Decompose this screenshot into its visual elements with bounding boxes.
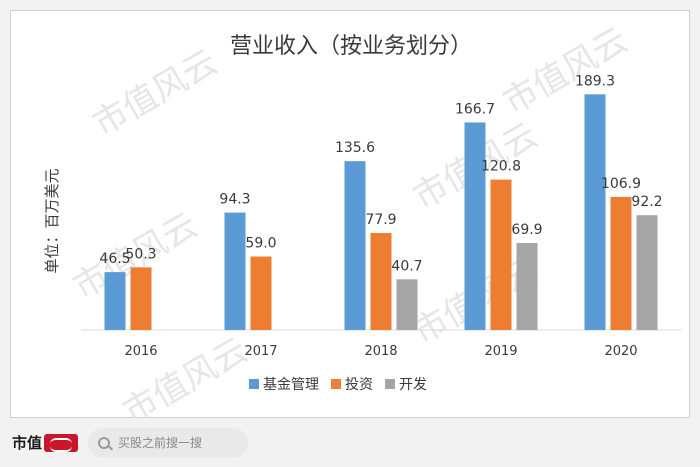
bar-基金管理-2019 [464, 122, 486, 330]
bar-投资-2016 [130, 267, 152, 330]
chart-card: 市值风云市值风云市值风云市值风云市值风云市值风云 营业收入（按业务划分） 单位：… [10, 10, 690, 419]
bar-投资-2020 [610, 196, 632, 330]
x-tick-label: 2020 [604, 344, 637, 359]
data-label: 106.9 [601, 176, 641, 192]
data-label: 50.3 [125, 246, 156, 262]
brand-name: 市值 [12, 434, 43, 452]
bar-投资-2018 [370, 233, 392, 330]
data-label: 92.2 [631, 194, 662, 210]
bar-基金管理-2018 [344, 161, 366, 330]
watermark-text: 市值风云 [87, 42, 225, 145]
legend-swatch [385, 379, 395, 389]
data-label: 189.3 [575, 73, 615, 89]
x-tick-labels: 2016 2017 2018 2019 2020 [124, 344, 637, 359]
x-tick-label: 2019 [484, 344, 517, 359]
bar-基金管理-2017 [224, 212, 246, 330]
footer-bar: 市值 买股之前搜一搜 [0, 418, 700, 467]
legend-swatch [331, 379, 341, 389]
legend-label: 投资 [345, 377, 373, 393]
bar-开发-2019 [516, 242, 538, 330]
data-label: 59.0 [245, 236, 276, 252]
data-label: 40.7 [391, 258, 422, 274]
bar-投资-2019 [490, 179, 512, 330]
bar-chart: 市值风云市值风云市值风云市值风云市值风云市值风云 营业收入（按业务划分） 单位：… [43, 20, 681, 419]
watermark-text: 市值风云 [497, 20, 635, 123]
brand-mark-icon [44, 433, 79, 452]
data-label: 120.8 [481, 159, 521, 175]
chart-title: 营业收入（按业务划分） [230, 34, 472, 59]
brand-logo: 市值 [12, 432, 79, 453]
search-icon [98, 436, 111, 449]
data-label: 77.9 [365, 212, 396, 228]
bars-layer: 46.550.3 94.3 59.0 135.6 77.9 40.7 166.7 120.8 6… [99, 73, 663, 330]
bar-开发-2020 [636, 215, 658, 330]
search-bar[interactable]: 买股之前搜一搜 [88, 427, 249, 458]
legend-swatch [249, 379, 259, 389]
bar-投资-2017 [250, 256, 272, 330]
data-label: 166.7 [455, 101, 495, 117]
x-tick-label: 2018 [364, 344, 397, 359]
legend: 基金管理 投资 开发 [249, 376, 427, 393]
bar-基金管理-2020 [584, 94, 606, 330]
bar-基金管理-2016 [104, 272, 126, 330]
x-tick-label: 2016 [124, 344, 157, 359]
data-label: 135.6 [335, 140, 375, 156]
legend-label: 基金管理 [263, 376, 319, 393]
bar-开发-2018 [396, 279, 418, 330]
legend-label: 开发 [399, 377, 427, 393]
x-tick-label: 2017 [244, 344, 277, 359]
search-placeholder: 买股之前搜一搜 [118, 436, 203, 450]
data-label: 46.5 [99, 251, 130, 267]
data-label: 69.9 [511, 222, 542, 238]
y-axis-label: 单位：百万美元 [43, 168, 61, 273]
data-label: 94.3 [219, 192, 250, 208]
